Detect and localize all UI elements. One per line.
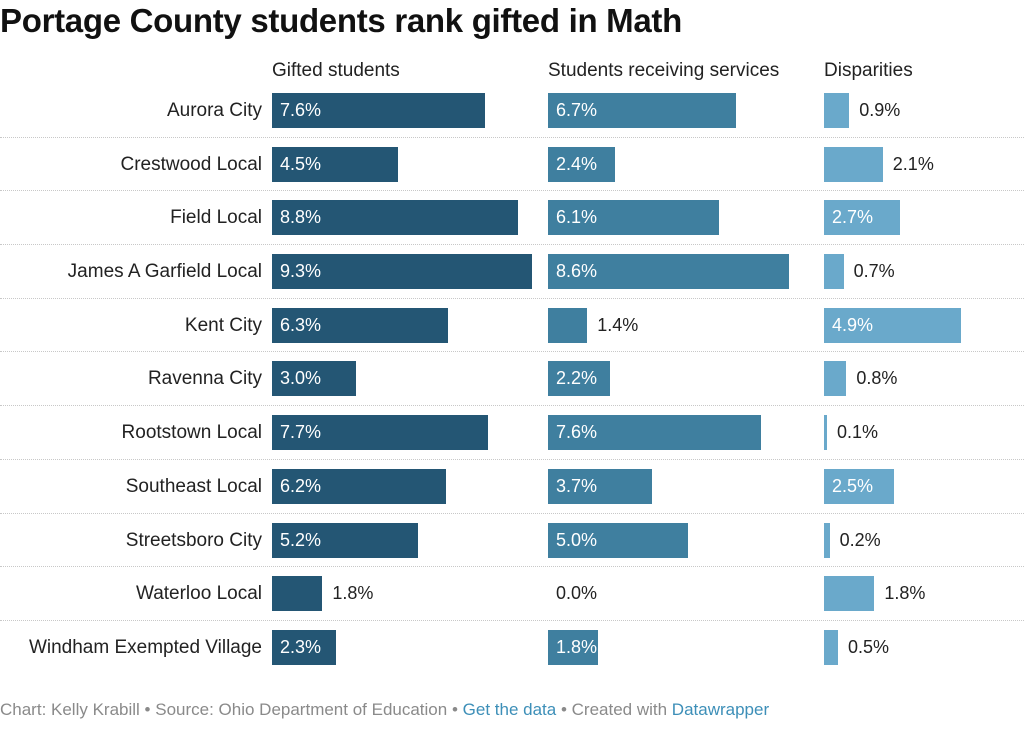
disparity-bar bbox=[824, 522, 830, 558]
category-label: Aurora City bbox=[166, 100, 262, 121]
services-value-label: 3.7% bbox=[556, 475, 598, 496]
services-bar bbox=[548, 522, 688, 558]
gifted-value-label: 1.8% bbox=[332, 583, 374, 604]
services-value-label: 2.4% bbox=[556, 153, 598, 174]
disparity-value-label: 4.9% bbox=[832, 314, 874, 335]
gifted-value-label: 2.3% bbox=[280, 636, 322, 657]
table-row: Field Local 8.8% 6.1% 2.7% bbox=[0, 191, 1024, 245]
table-row: Kent City 6.3% 1.4% 4.9% bbox=[0, 299, 1024, 353]
disparity-bar bbox=[824, 254, 844, 290]
gifted-value-label: 8.8% bbox=[280, 207, 322, 228]
services-value-label: 2.2% bbox=[556, 368, 598, 389]
gifted-bar bbox=[272, 93, 485, 128]
category-label: Southeast Local bbox=[125, 475, 262, 497]
gifted-bar bbox=[272, 629, 337, 665]
gifted-value-label: 5.2% bbox=[280, 529, 322, 550]
gifted-value-label: 4.5% bbox=[280, 153, 322, 174]
services-value-label: 6.1% bbox=[556, 207, 598, 228]
gifted-bar bbox=[272, 146, 398, 182]
gifted-bar bbox=[272, 307, 449, 343]
services-value-label: 6.7% bbox=[556, 100, 598, 120]
disparity-value-label: 0.5% bbox=[848, 636, 890, 657]
disparity-value-label: 0.8% bbox=[856, 368, 898, 389]
services-bar bbox=[548, 307, 588, 343]
column-header-disparities: Disparities bbox=[824, 60, 913, 81]
services-value-label: 0.0% bbox=[556, 583, 598, 604]
disparity-bar bbox=[824, 361, 847, 397]
category-label: Waterloo Local bbox=[135, 583, 262, 605]
services-bar bbox=[548, 200, 719, 236]
footer-created-with: • Created with bbox=[560, 700, 668, 719]
category-label: Crestwood Local bbox=[120, 153, 262, 175]
table-row: Streetsboro City 5.2% 5.0% 0.2% bbox=[0, 514, 1024, 568]
category-label: Windham Exempted Village bbox=[28, 636, 262, 658]
services-bar bbox=[548, 93, 736, 128]
category-label: Ravenna City bbox=[147, 368, 262, 390]
disparity-value-label: 0.2% bbox=[839, 529, 881, 550]
table-row: James A Garfield Local 9.3% 8.6% 0.7% bbox=[0, 245, 1024, 299]
gifted-value-label: 7.6% bbox=[280, 100, 322, 120]
category-label: Streetsboro City bbox=[125, 529, 262, 551]
disparity-value-label: 2.5% bbox=[832, 475, 874, 496]
table-row: Crestwood Local 4.5% 2.4% 2.1% bbox=[0, 138, 1024, 192]
table-row: Waterloo Local 1.8% 0.0% 1.8% bbox=[0, 567, 1024, 621]
services-value-label: 1.4% bbox=[597, 314, 639, 335]
disparity-bar bbox=[824, 93, 850, 128]
disparity-value-label: 1.8% bbox=[884, 583, 926, 604]
chart-title: Portage County students rank gifted in M… bbox=[0, 2, 682, 39]
table-row: Southeast Local 6.2% 3.7% 2.5% bbox=[0, 460, 1024, 514]
disparity-value-label: 0.1% bbox=[837, 422, 879, 443]
gifted-bar bbox=[272, 254, 533, 290]
gifted-bar bbox=[272, 468, 446, 504]
gifted-value-label: 9.3% bbox=[280, 261, 322, 282]
footer-credit: Chart: Kelly Krabill • Source: Ohio Depa… bbox=[0, 700, 458, 719]
disparity-bar bbox=[824, 415, 827, 451]
gifted-value-label: 7.7% bbox=[280, 422, 322, 443]
gifted-value-label: 3.0% bbox=[280, 368, 322, 389]
disparity-bar bbox=[824, 629, 838, 665]
services-bar bbox=[548, 415, 761, 451]
gifted-bar bbox=[272, 576, 323, 612]
services-value-label: 1.8% bbox=[556, 636, 598, 657]
category-label: Rootstown Local bbox=[121, 422, 262, 444]
table-row: Aurora City 7.6% 6.7% 0.9% bbox=[0, 84, 1024, 138]
services-value-label: 7.6% bbox=[556, 422, 598, 443]
table-row: Rootstown Local 7.7% 7.6% 0.1% bbox=[0, 406, 1024, 460]
services-bar bbox=[548, 468, 652, 504]
services-bar bbox=[548, 146, 616, 182]
category-label: Kent City bbox=[184, 314, 262, 336]
disparity-value-label: 2.7% bbox=[832, 207, 874, 228]
chart-rows: Aurora City 7.6% 6.7% 0.9% Crestwood Local 4.… bbox=[0, 84, 1024, 675]
gifted-bar bbox=[272, 361, 356, 397]
category-label: Field Local bbox=[170, 207, 262, 229]
services-bar bbox=[548, 629, 599, 665]
category-label: James A Garfield Local bbox=[67, 261, 262, 283]
get-the-data-link[interactable]: Get the data bbox=[462, 700, 557, 719]
services-value-label: 5.0% bbox=[556, 529, 598, 550]
gifted-bar bbox=[272, 415, 488, 451]
services-value-label: 8.6% bbox=[556, 261, 598, 282]
services-bar bbox=[548, 254, 789, 290]
column-header-students-receiving-services: Students receiving services bbox=[548, 60, 780, 81]
services-bar bbox=[548, 361, 610, 397]
table-row: Windham Exempted Village 2.3% 1.8% 0.5% bbox=[0, 621, 1024, 675]
disparity-bar bbox=[824, 146, 883, 182]
disparity-bar bbox=[824, 200, 900, 236]
disparity-value-label: 0.7% bbox=[853, 261, 895, 282]
gifted-bar bbox=[272, 200, 519, 236]
gifted-value-label: 6.2% bbox=[280, 475, 322, 496]
disparity-bar bbox=[824, 307, 962, 343]
disparity-bar bbox=[824, 468, 894, 504]
table-row: Ravenna City 3.0% 2.2% 0.8% bbox=[0, 352, 1024, 406]
disparity-value-label: 2.1% bbox=[892, 153, 934, 174]
column-header-gifted-students: Gifted students bbox=[272, 60, 400, 81]
gifted-bar bbox=[272, 522, 418, 558]
disparity-bar bbox=[824, 576, 875, 612]
gifted-value-label: 6.3% bbox=[280, 314, 322, 335]
disparity-value-label: 0.9% bbox=[859, 100, 901, 120]
chart-footer: Chart: Kelly Krabill • Source: Ohio Depa… bbox=[0, 700, 769, 720]
datawrapper-link[interactable]: Datawrapper bbox=[671, 700, 770, 719]
